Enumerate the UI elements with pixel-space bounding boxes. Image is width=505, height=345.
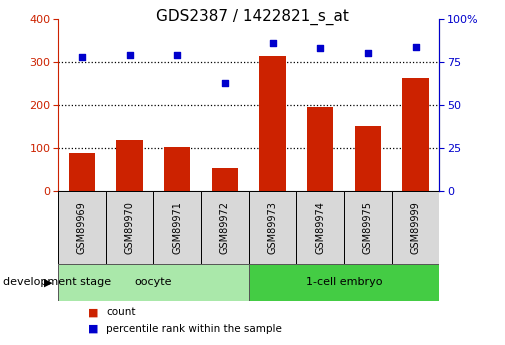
Text: count: count bbox=[106, 307, 135, 317]
Bar bbox=[69, 152, 95, 191]
Bar bbox=[307, 107, 333, 191]
Text: oocyte: oocyte bbox=[135, 277, 172, 287]
Bar bbox=[212, 168, 238, 191]
Text: GDS2387 / 1422821_s_at: GDS2387 / 1422821_s_at bbox=[156, 9, 349, 25]
Text: GSM89975: GSM89975 bbox=[363, 201, 373, 254]
Point bbox=[221, 80, 229, 86]
Text: GSM89969: GSM89969 bbox=[77, 201, 87, 254]
Point bbox=[269, 40, 277, 46]
Bar bbox=[58, 264, 249, 301]
Bar bbox=[344, 191, 392, 264]
Text: development stage: development stage bbox=[3, 277, 111, 287]
Point bbox=[364, 51, 372, 56]
Text: GSM89971: GSM89971 bbox=[172, 201, 182, 254]
Text: ▶: ▶ bbox=[43, 277, 52, 287]
Text: ■: ■ bbox=[88, 324, 99, 334]
Bar bbox=[402, 78, 429, 191]
Bar bbox=[260, 56, 286, 191]
Text: GSM89973: GSM89973 bbox=[268, 201, 278, 254]
Bar bbox=[249, 264, 439, 301]
Point bbox=[126, 52, 134, 58]
Point bbox=[78, 54, 86, 60]
Bar bbox=[117, 140, 143, 191]
Bar bbox=[106, 191, 154, 264]
Text: percentile rank within the sample: percentile rank within the sample bbox=[106, 324, 282, 334]
Text: GSM89999: GSM89999 bbox=[411, 201, 421, 254]
Bar bbox=[201, 191, 249, 264]
Point bbox=[316, 46, 324, 51]
Point bbox=[173, 52, 181, 58]
Bar bbox=[154, 191, 201, 264]
Bar bbox=[58, 191, 106, 264]
Bar bbox=[249, 191, 296, 264]
Point bbox=[412, 44, 420, 49]
Bar bbox=[296, 191, 344, 264]
Text: GSM89972: GSM89972 bbox=[220, 201, 230, 254]
Text: 1-cell embryo: 1-cell embryo bbox=[306, 277, 382, 287]
Text: ■: ■ bbox=[88, 307, 99, 317]
Text: GSM89970: GSM89970 bbox=[125, 201, 134, 254]
Bar bbox=[392, 191, 439, 264]
Bar bbox=[355, 126, 381, 191]
Bar bbox=[164, 147, 190, 191]
Text: GSM89974: GSM89974 bbox=[315, 201, 325, 254]
